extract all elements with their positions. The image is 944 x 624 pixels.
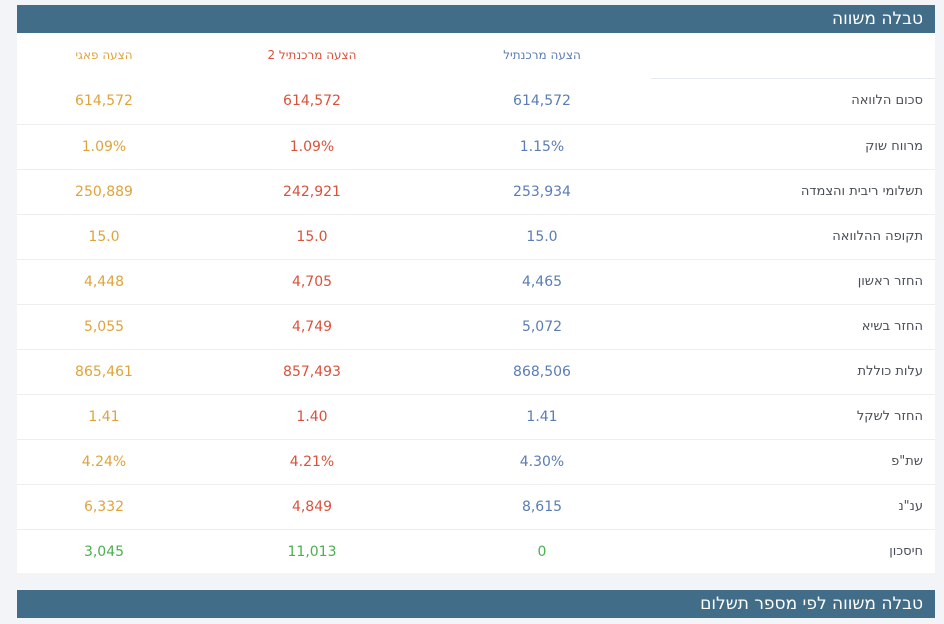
row-label: ענ"נ [898, 499, 923, 514]
row-label: החזר בשיא [861, 319, 923, 334]
row-value: 4.21% [289, 454, 335, 470]
row-value: 868,506 [513, 364, 571, 380]
table-row: החזר ראשון 4,465 4,705 4,448 [17, 259, 935, 304]
row-value: 614,572 [75, 93, 133, 109]
row-label: מרווח שוק [865, 139, 923, 154]
row-value: 15.0 [526, 229, 558, 245]
column-header-mercantile: הצעה מרכנתיל [503, 48, 581, 62]
row-label: חיסכון [889, 544, 923, 559]
comparison-table-header: טבלה משווה [17, 5, 935, 33]
row-value: 15.0 [296, 229, 328, 245]
row-value: 1.15% [519, 139, 565, 155]
row-value: 8,615 [521, 499, 563, 515]
row-value: 4,849 [291, 499, 333, 515]
row-value: 614,572 [513, 93, 571, 109]
row-value: 253,934 [513, 184, 571, 200]
row-value: 5,072 [521, 319, 563, 335]
row-value: 4,448 [83, 274, 125, 290]
table-head: הצעה מרכנתיל הצעה מרכנתיל 2 הצעה פאגי [17, 33, 935, 79]
table-row: החזר לשקל 1.41 1.40 1.41 [17, 394, 935, 439]
column-header-pagi: הצעה פאגי [75, 48, 133, 62]
row-value: 242,921 [283, 184, 341, 200]
row-value: 4,705 [291, 274, 333, 290]
row-value: 4,749 [291, 319, 333, 335]
table-row: מרווח שוק 1.15% 1.09% 1.09% [17, 124, 935, 169]
column-header-mercantile-2: הצעה מרכנתיל 2 [267, 48, 357, 62]
header-divider [651, 78, 935, 79]
table-row: חיסכון 0 11,013 3,045 [17, 529, 935, 574]
table-row: החזר בשיא 5,072 4,749 5,055 [17, 304, 935, 349]
row-value: 1.09% [81, 139, 127, 155]
row-label: תשלומי ריבית והצמדה [800, 184, 923, 199]
row-value: 1.41 [526, 409, 558, 425]
row-value: 5,055 [83, 319, 125, 335]
row-label: תקופה ההלוואה [832, 229, 923, 244]
row-value: 250,889 [75, 184, 133, 200]
row-value: 4.24% [81, 454, 127, 470]
table-row: שת"פ 4.30% 4.21% 4.24% [17, 439, 935, 484]
comparison-table: הצעה מרכנתיל הצעה מרכנתיל 2 הצעה פאגי סכ… [17, 33, 935, 573]
row-value: 1.09% [289, 139, 335, 155]
row-value: 3,045 [83, 544, 125, 560]
row-value: 4.30% [519, 454, 565, 470]
row-value: 1.41 [88, 409, 120, 425]
table-row: ענ"נ 8,615 4,849 6,332 [17, 484, 935, 529]
row-label: שת"פ [891, 454, 923, 469]
row-value: 1.40 [296, 409, 328, 425]
row-label: עלות כוללת [857, 364, 923, 379]
row-value: 0 [537, 544, 547, 560]
table-row: סכום הלוואה 614,572 614,572 614,572 [17, 79, 935, 124]
row-label: סכום הלוואה [851, 93, 923, 108]
row-value: 4,465 [521, 274, 563, 290]
table-row: תקופה ההלוואה 15.0 15.0 15.0 [17, 214, 935, 259]
comparison-table-title: טבלה משווה [832, 9, 923, 29]
payment-comparison-title: טבלה משווה לפי מספר תשלום [700, 594, 923, 614]
table-row: עלות כוללת 868,506 857,493 865,461 [17, 349, 935, 394]
row-value: 865,461 [75, 364, 133, 380]
row-value: 6,332 [83, 499, 125, 515]
row-value: 614,572 [283, 93, 341, 109]
row-value: 15.0 [88, 229, 120, 245]
table-row: תשלומי ריבית והצמדה 253,934 242,921 250,889 [17, 169, 935, 214]
row-value: 857,493 [283, 364, 341, 380]
payment-comparison-header: טבלה משווה לפי מספר תשלום [17, 590, 935, 618]
row-value: 11,013 [287, 544, 337, 560]
row-label: החזר לשקל [856, 409, 923, 424]
row-label: החזר ראשון [857, 274, 923, 289]
